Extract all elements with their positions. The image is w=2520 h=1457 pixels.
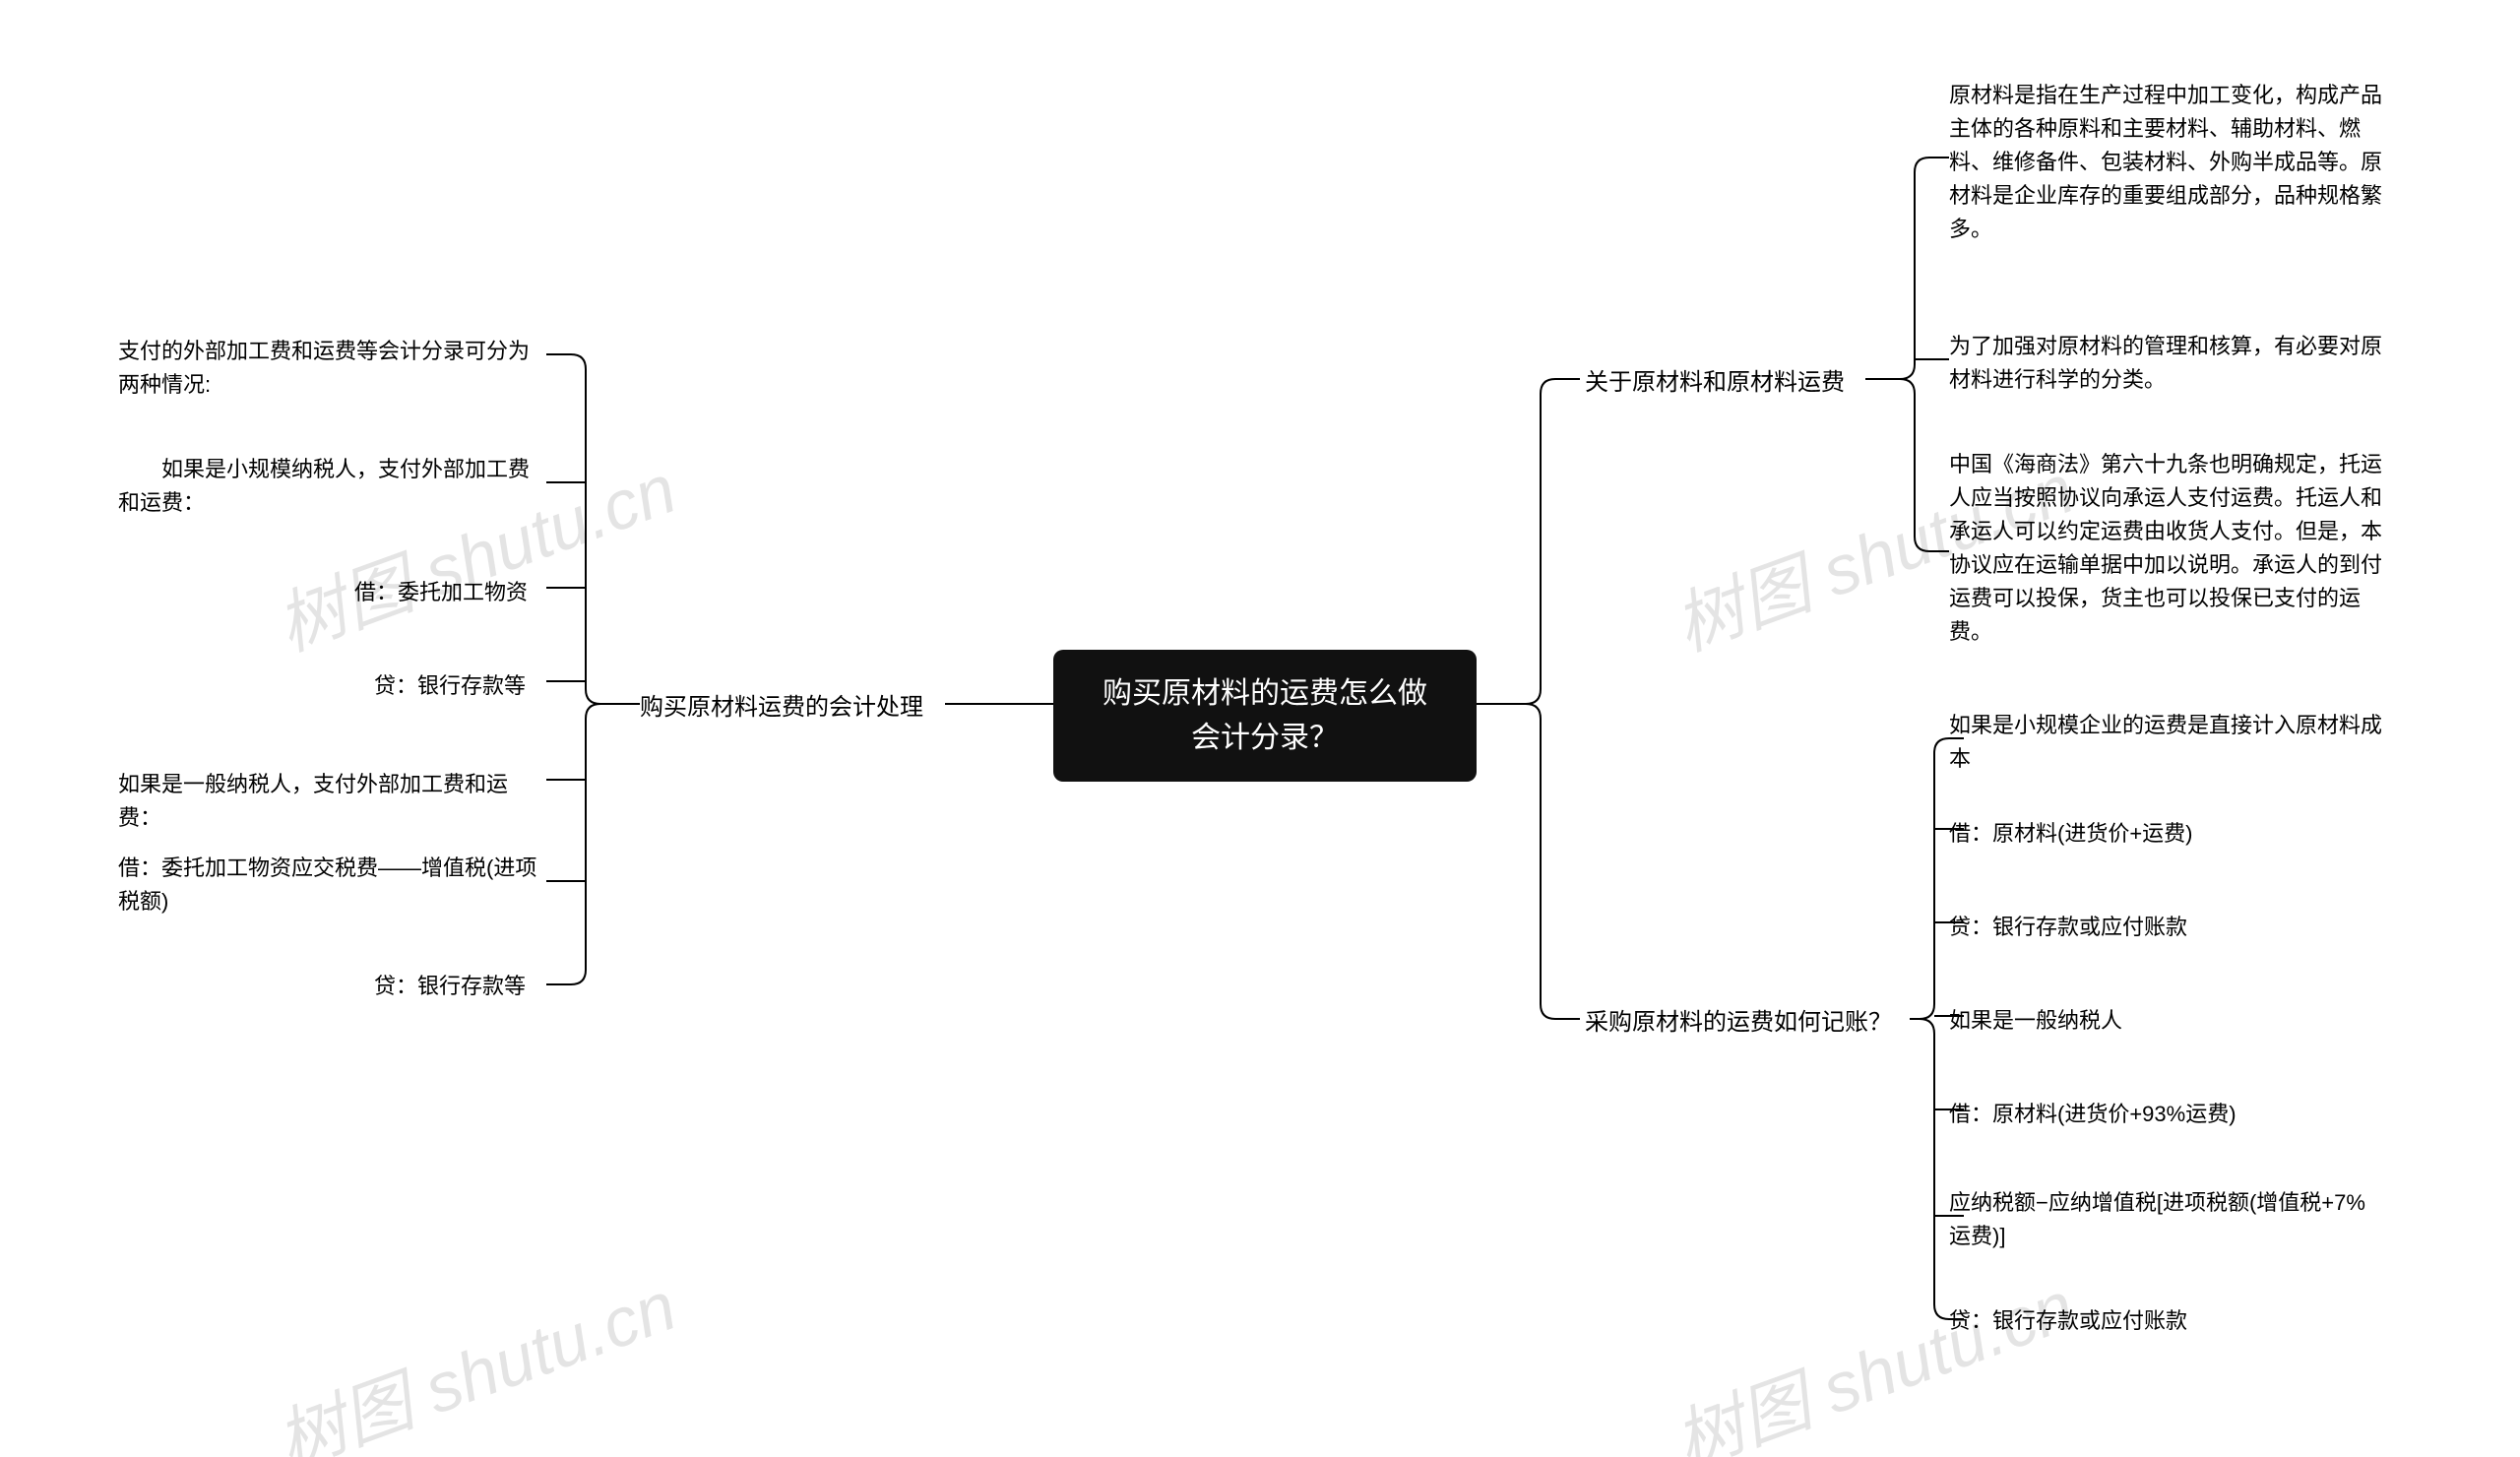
right2-leaf-1[interactable]: 借：原材料(进货价+运费) [1949,817,2382,851]
right1-leaf-2[interactable]: 中国《海商法》第六十九条也明确规定，托运人应当按照协议向承运人支付运费。托运人和… [1949,448,2382,650]
right2-leaf-6[interactable]: 贷：银行存款或应付账款 [1949,1304,2382,1338]
right2-leaf-5[interactable]: 应纳税额−应纳增值税[进项税额(增值税+7%运费)] [1949,1186,2382,1253]
right2-leaf-3[interactable]: 如果是一般纳税人 [1949,1004,2382,1038]
left-leaf-4[interactable]: 如果是一般纳税人，支付外部加工费和运费： [118,768,541,835]
right1-leaf-0[interactable]: 原材料是指在生产过程中加工变化，构成产品主体的各种原料和主要材料、辅助材料、燃料… [1949,79,2382,246]
right2-leaf-2[interactable]: 贷：银行存款或应付账款 [1949,911,2382,944]
mindmap-canvas: 树图 shutu.cn 树图 shutu.cn 树图 shutu.cn 树图 s… [0,0,2520,1457]
root-line1: 购买原材料的运费怎么做 [1102,677,1427,710]
left-leaf-0[interactable]: 支付的外部加工费和运费等会计分录可分为两种情况: [118,335,541,402]
watermark: 树图 shutu.cn [1659,1251,2085,1457]
left-leaf-2[interactable]: 借：委托加工物资 [354,576,528,609]
left-leaf-5[interactable]: 借：委托加工物资应交税费——增值税(进项税额) [118,852,541,919]
root-node[interactable]: 购买原材料的运费怎么做 会计分录？ [1053,650,1477,782]
watermark: 树图 shutu.cn [261,1251,687,1457]
right2-leaf-4[interactable]: 借：原材料(进货价+93%运费) [1949,1098,2382,1131]
left-leaf-6[interactable]: 贷：银行存款等 [374,970,526,1003]
branch-left[interactable]: 购买原材料运费的会计处理 [640,689,923,726]
branch-right-2[interactable]: 采购原材料的运费如何记账？ [1585,1004,1892,1041]
left-leaf-3[interactable]: 贷：银行存款等 [374,669,526,703]
branch-right-1[interactable]: 关于原材料和原材料运费 [1585,364,1845,401]
right1-leaf-1[interactable]: 为了加强对原材料的管理和核算，有必要对原材料进行科学的分类。 [1949,330,2382,397]
root-line2: 会计分录？ [1191,722,1339,754]
left-leaf-1[interactable]: 如果是小规模纳税人，支付外部加工费和运费： [118,453,541,520]
right2-leaf-0[interactable]: 如果是小规模企业的运费是直接计入原材料成本 [1949,709,2382,776]
